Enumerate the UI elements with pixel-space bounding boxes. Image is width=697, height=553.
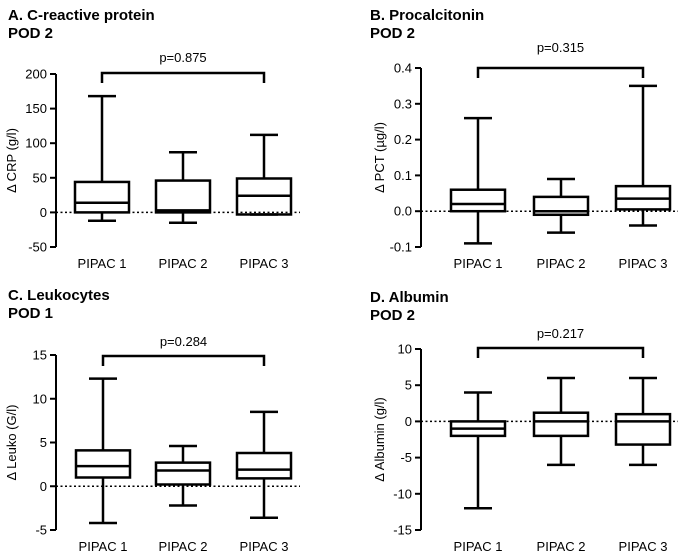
x-category-label: PIPAC 2 bbox=[537, 256, 586, 271]
significance-bracket bbox=[476, 66, 645, 78]
significance-bracket bbox=[100, 71, 266, 83]
y-tick-label: 10 bbox=[398, 342, 412, 357]
x-category-label: PIPAC 1 bbox=[78, 256, 127, 271]
significance-bracket bbox=[101, 354, 266, 366]
box-1 bbox=[74, 377, 132, 525]
x-category-label: PIPAC 3 bbox=[619, 256, 668, 271]
box-3 bbox=[614, 84, 672, 227]
y-tick-label: 0.3 bbox=[394, 96, 412, 111]
x-category-label: PIPAC 3 bbox=[240, 256, 289, 271]
box-2 bbox=[532, 177, 590, 234]
box-1 bbox=[449, 391, 507, 510]
box-3 bbox=[614, 376, 672, 467]
y-tick-label: -50 bbox=[28, 240, 47, 255]
box-3 bbox=[235, 410, 293, 519]
panel-subtitle: POD 2 bbox=[370, 25, 415, 42]
y-tick-label: -5 bbox=[400, 450, 412, 465]
y-tick-label: 0.0 bbox=[394, 204, 412, 219]
box-iqr bbox=[73, 180, 131, 214]
y-tick-label: 200 bbox=[25, 67, 47, 82]
box-iqr bbox=[532, 195, 590, 217]
x-category-label: PIPAC 2 bbox=[537, 539, 586, 553]
y-tick-label: -5 bbox=[35, 523, 47, 538]
y-axis-label: Δ PCT (µg/l) bbox=[372, 122, 387, 193]
panel-title: B. Procalcitonin bbox=[370, 7, 484, 24]
p-value-label: p=0.217 bbox=[537, 326, 584, 341]
box-1 bbox=[73, 94, 131, 222]
x-category-label: PIPAC 3 bbox=[619, 539, 668, 553]
p-value-label: p=0.284 bbox=[160, 334, 207, 349]
y-tick-label: -0.1 bbox=[390, 240, 412, 255]
y-tick-label: 0.4 bbox=[394, 61, 412, 76]
box-2 bbox=[154, 444, 212, 507]
y-tick-label: -10 bbox=[393, 486, 412, 501]
panel-title: A. C-reactive protein bbox=[8, 7, 155, 24]
box-2 bbox=[154, 150, 212, 225]
box-iqr bbox=[449, 188, 507, 213]
y-axis-label: Δ CRP (g/l) bbox=[4, 128, 19, 193]
x-category-label: PIPAC 1 bbox=[79, 539, 128, 553]
y-tick-label: 10 bbox=[33, 391, 47, 406]
x-category-label: PIPAC 3 bbox=[240, 539, 289, 553]
y-tick-label: 5 bbox=[40, 435, 47, 450]
y-tick-label: 0 bbox=[405, 414, 412, 429]
box-iqr bbox=[154, 179, 212, 214]
p-value-label: p=0.875 bbox=[159, 50, 206, 65]
y-axis-label: Δ Albumin (g/l) bbox=[372, 397, 387, 482]
panel-title: D. Albumin bbox=[370, 289, 449, 306]
y-tick-label: 0 bbox=[40, 205, 47, 220]
x-category-label: PIPAC 2 bbox=[159, 539, 208, 553]
box-iqr bbox=[235, 451, 293, 480]
y-tick-label: 50 bbox=[33, 170, 47, 185]
y-tick-label: 5 bbox=[405, 378, 412, 393]
p-value-label: p=0.315 bbox=[537, 40, 584, 55]
x-category-label: PIPAC 2 bbox=[159, 256, 208, 271]
significance-bracket bbox=[476, 346, 645, 358]
y-tick-label: 0 bbox=[40, 479, 47, 494]
y-axis-label: Δ Leuko (G/l) bbox=[4, 405, 19, 481]
x-category-label: PIPAC 1 bbox=[454, 256, 503, 271]
y-tick-label: -15 bbox=[393, 523, 412, 538]
panel-title: C. Leukocytes bbox=[8, 287, 110, 304]
x-category-label: PIPAC 1 bbox=[454, 539, 503, 553]
y-tick-label: 0.1 bbox=[394, 168, 412, 183]
box-3 bbox=[235, 133, 293, 216]
y-tick-label: 150 bbox=[25, 101, 47, 116]
box-1 bbox=[449, 116, 507, 245]
panel-subtitle: POD 2 bbox=[8, 25, 53, 42]
y-tick-label: 0.2 bbox=[394, 132, 412, 147]
box-iqr bbox=[154, 461, 212, 486]
y-tick-label: 15 bbox=[33, 348, 47, 363]
panel-subtitle: POD 1 bbox=[8, 305, 53, 322]
y-tick-label: 100 bbox=[25, 136, 47, 151]
box-iqr bbox=[532, 411, 590, 438]
box-iqr bbox=[74, 449, 132, 479]
panel-subtitle: POD 2 bbox=[370, 307, 415, 324]
box-iqr bbox=[614, 412, 672, 446]
box-2 bbox=[532, 376, 590, 467]
